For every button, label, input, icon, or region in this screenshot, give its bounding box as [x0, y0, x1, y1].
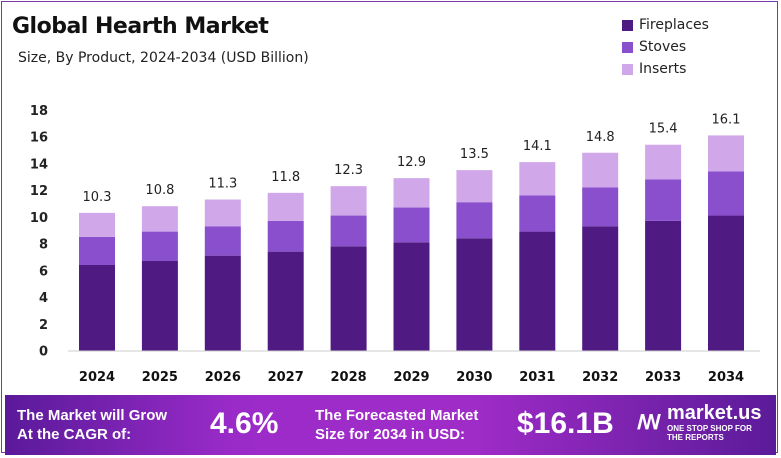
total-label: 12.9	[397, 155, 426, 170]
forecast-label-line-2: Size for 2034 in USD:	[315, 426, 466, 443]
legend-swatch	[622, 19, 633, 31]
total-label: 12.3	[334, 163, 363, 178]
legend-swatch	[622, 63, 633, 75]
y-tick-label: 2	[39, 318, 48, 333]
x-tick-label: 2032	[582, 370, 618, 385]
y-tick-label: 0	[39, 345, 48, 360]
bar-stoves-2034	[708, 171, 744, 216]
bar-stoves-2026	[204, 226, 241, 256]
x-tick-label: 2031	[519, 370, 555, 385]
forecast-value: $16.1B	[517, 407, 614, 440]
total-label: 13.5	[460, 147, 489, 162]
bar-inserts-2024	[79, 212, 115, 237]
x-tick-label: 2034	[708, 370, 744, 385]
x-tick-label: 2028	[331, 370, 367, 385]
bar-stoves-2030	[456, 202, 493, 239]
bar-stoves-2033	[645, 179, 682, 221]
total-label: 10.3	[83, 190, 112, 205]
x-tick-label: 2026	[205, 370, 241, 385]
bar-fireplaces-2032	[582, 226, 619, 351]
legend-swatch	[622, 41, 633, 53]
total-label: 11.8	[271, 170, 300, 185]
cagr-value: 4.6%	[210, 407, 279, 440]
x-tick-label: 2029	[393, 370, 429, 385]
legend-label: Fireplaces	[639, 17, 709, 33]
bar-inserts-2026	[204, 199, 241, 227]
market-us-logo: ꟿ market.us ONE STOP SHOP FOR THE REPORTS	[637, 402, 762, 443]
total-label: 14.1	[523, 139, 552, 154]
y-tick-label: 16	[30, 131, 48, 146]
y-tick-label: 8	[39, 238, 48, 253]
bar-fireplaces-2025	[141, 260, 178, 351]
bar-fireplaces-2029	[393, 242, 430, 351]
chart-subtitle: Size, By Product, 2024-2034 (USD Billion…	[18, 50, 309, 66]
bar-stoves-2025	[141, 231, 178, 261]
legend-label: Stoves	[639, 39, 687, 55]
legend-item-inserts: Inserts	[622, 58, 709, 80]
y-tick-label: 4	[39, 291, 48, 306]
logo-icon: ꟿ	[637, 412, 661, 434]
bar-stoves-2032	[582, 187, 619, 227]
logo-tagline: ONE STOP SHOP FOR THE REPORTS	[666, 424, 752, 442]
bar-inserts-2029	[393, 178, 430, 208]
bar-fireplaces-2026	[204, 255, 241, 351]
x-tick-label: 2025	[142, 370, 178, 385]
bar-stoves-2031	[519, 195, 556, 232]
bar-fireplaces-2027	[267, 251, 304, 351]
x-tick-label: 2027	[268, 370, 304, 385]
legend-item-stoves: Stoves	[622, 36, 709, 58]
bar-inserts-2031	[519, 162, 556, 196]
total-label: 10.8	[145, 183, 174, 198]
bar-stoves-2028	[330, 215, 367, 247]
total-label: 14.8	[586, 130, 615, 145]
y-tick-label: 14	[30, 157, 48, 172]
summary-banner: The Market will Grow At the CAGR of: 4.6%…	[5, 395, 776, 455]
y-tick-label: 6	[39, 264, 48, 279]
y-tick-label: 10	[30, 211, 48, 226]
chart-title: Global Hearth Market	[12, 14, 269, 39]
logo-name: market.us	[666, 402, 762, 424]
total-label: 16.1	[712, 112, 741, 127]
legend-label: Inserts	[639, 61, 687, 77]
bar-inserts-2032	[582, 152, 619, 188]
bar-fireplaces-2030	[456, 238, 493, 351]
y-tick-label: 12	[30, 184, 48, 199]
x-tick-label: 2033	[645, 370, 681, 385]
bar-fireplaces-2033	[645, 220, 682, 351]
legend-item-fireplaces: Fireplaces	[622, 14, 709, 36]
bar-fireplaces-2024	[79, 264, 115, 351]
bar-inserts-2025	[141, 206, 178, 232]
bar-inserts-2028	[330, 186, 367, 216]
bar-stoves-2029	[393, 207, 430, 243]
forecast-label: The Forecasted Market Size for 2034 in US…	[315, 406, 478, 444]
cagr-label: The Market will Grow At the CAGR of:	[17, 406, 167, 444]
bar-inserts-2027	[267, 192, 304, 221]
bar-fireplaces-2034	[708, 215, 744, 351]
x-tick-label: 2030	[456, 370, 492, 385]
legend: Fireplaces Stoves Inserts	[622, 14, 709, 80]
cagr-label-line-1: The Market will Grow	[17, 407, 168, 424]
bar-fireplaces-2031	[519, 231, 556, 351]
total-label: 15.4	[649, 122, 678, 137]
y-tick-label: 18	[30, 104, 48, 119]
x-tick-label: 2024	[79, 370, 115, 385]
bar-inserts-2033	[645, 144, 682, 180]
bar-fireplaces-2028	[330, 246, 367, 351]
bar-inserts-2030	[456, 170, 493, 203]
bar-inserts-2034	[708, 135, 744, 172]
bar-stoves-2024	[79, 236, 115, 265]
bar-stoves-2027	[267, 220, 304, 252]
total-label: 11.3	[208, 177, 237, 192]
forecast-label-line-1: The Forecasted Market	[315, 407, 479, 424]
cagr-label-line-2: At the CAGR of:	[17, 426, 132, 443]
